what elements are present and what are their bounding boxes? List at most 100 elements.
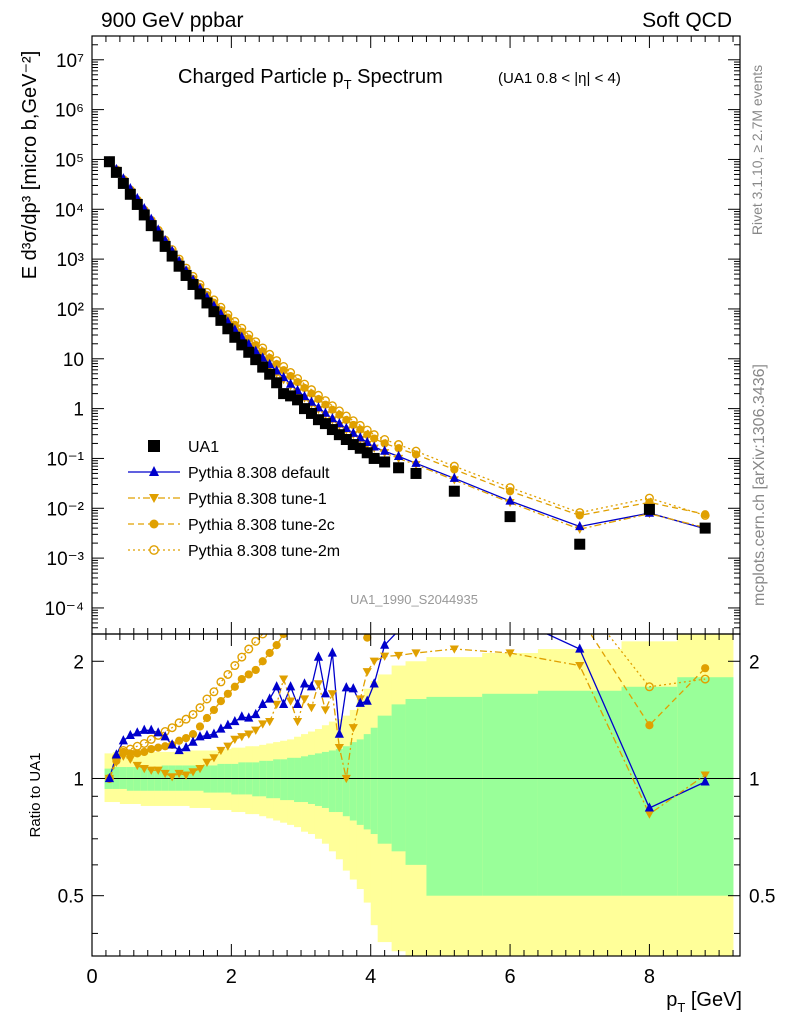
ratio-point-pythia-8-308-tune-1 (334, 744, 344, 753)
legend-label: Pythia 8.308 tune-2m (188, 543, 340, 560)
point-ua1 (124, 188, 136, 200)
point-pythia-8-308-default (449, 472, 459, 482)
point-pythia-8-308-tune-2c (411, 450, 421, 459)
header-left: 900 GeV ppbar (101, 9, 243, 32)
ratio-point-pythia-8-308-default (181, 742, 191, 752)
point-ua1 (379, 456, 391, 468)
ratio-point-pythia-8-308-tune-2m (308, 589, 316, 597)
ratio-point-pythia-8-308-tune-1 (174, 769, 184, 779)
ratio-point-pythia-8-308-tune-2c (576, 613, 584, 621)
ratio-point-pythia-8-308-tune-1 (380, 652, 390, 661)
ratio-point-pythia-8-308-tune-2c (351, 634, 356, 635)
ratio-point-pythia-8-308-default (258, 698, 268, 708)
legend-label: Pythia 8.308 tune-2c (188, 517, 335, 534)
ratio-point-pythia-8-308-default (244, 712, 254, 722)
point-pythia-8-308-tune-2c (701, 510, 710, 519)
ratio-point-pythia-8-308-default (174, 744, 184, 755)
point-ua1 (347, 439, 359, 451)
xlabel-unit: [GeV] (685, 989, 742, 1011)
ratio-xtick-label: 2 (226, 966, 237, 988)
band-inner-bin (301, 756, 309, 803)
ratio-point-pythia-8-308-tune-2c (237, 674, 246, 684)
ratio-point-pythia-8-308-tune-2m (576, 595, 584, 603)
ratio-point-pythia-8-308-tune-2c (216, 697, 226, 706)
ratio-point-pythia-8-308-tune-2m (506, 583, 514, 591)
ratio-point-pythia-8-308-default (237, 711, 247, 721)
band-inner-bin (426, 696, 483, 896)
ratio-point-pythia-8-308-default (146, 724, 156, 734)
point-ua1 (504, 511, 516, 523)
point-ua1 (201, 297, 213, 309)
ratio-point-pythia-8-308-tune-2m (167, 723, 177, 733)
band-inner-bin (266, 760, 274, 799)
ratio-point-pythia-8-308-tune-2c (381, 613, 389, 621)
ratio-point-pythia-8-308-default (306, 681, 317, 691)
ratio-point-pythia-8-308-tune-2m (294, 595, 302, 603)
ratio-point-pythia-8-308-tune-2m (244, 644, 254, 654)
band-inner-bin (321, 751, 330, 808)
ratio-point-pythia-8-308-tune-2m (195, 703, 205, 713)
point-ua1 (699, 522, 711, 534)
ratio-point-pythia-8-308-default (167, 739, 177, 749)
ratio-point-pythia-8-308-tune-1 (320, 706, 331, 715)
ratio-point-pythia-8-308-tune-2m (644, 682, 654, 692)
point-ua1 (292, 394, 304, 406)
main-ytick-label: 10⁴ (55, 200, 84, 221)
point-ua1 (250, 354, 262, 366)
ratio-point-pythia-8-308-tune-1 (167, 773, 177, 782)
ratio-point-pythia-8-308-tune-1 (505, 649, 515, 658)
ratio-point-pythia-8-308-tune-1 (111, 758, 121, 767)
band-inner-bin (314, 753, 323, 806)
ratio-ytick-label-right: 2 (749, 652, 760, 673)
ratio-point-pythia-8-308-default (341, 682, 351, 692)
ratio-point-pythia-8-308-tune-2m (188, 709, 198, 719)
ratio-point-pythia-8-308-tune-2m (139, 738, 149, 748)
point-pythia-8-308-tune-2c (450, 465, 459, 474)
point-ua1 (208, 306, 220, 318)
ratio-point-pythia-8-308-default (411, 611, 420, 620)
ratio-point-pythia-8-308-default (334, 728, 344, 738)
ratio-point-pythia-8-308-tune-2m (301, 589, 309, 597)
ratio-point-pythia-8-308-tune-2m (280, 607, 288, 615)
ratio-point-pythia-8-308-tune-2c (133, 749, 142, 758)
ratio-point-pythia-8-308-tune-2c (272, 641, 281, 650)
ratio-point-pythia-8-308-default (327, 647, 337, 657)
ratio-point-pythia-8-308-tune-2c (209, 705, 219, 715)
ratio-point-pythia-8-308-tune-1 (139, 765, 149, 774)
ratio-point-pythia-8-308-default (285, 681, 296, 691)
point-pythia-8-308-tune-2c (279, 366, 288, 375)
point-ua1 (180, 269, 192, 281)
ratio-point-pythia-8-308-default (644, 802, 655, 812)
ratio-point-pythia-8-308-tune-1 (348, 724, 358, 733)
ratio-point-pythia-8-308-tune-1 (160, 769, 170, 779)
band-inner-bin (356, 739, 365, 825)
ratio-frame (91, 633, 741, 957)
ratio-point-pythia-8-308-tune-1 (132, 761, 142, 771)
point-ua1 (159, 240, 171, 252)
band-inner-bin (308, 754, 316, 804)
ratio-point-pythia-8-308-default (380, 639, 390, 649)
ratio-point-pythia-8-308-default (575, 643, 585, 653)
band-inner-bin (280, 759, 288, 801)
ratio-point-pythia-8-308-tune-1 (195, 765, 205, 774)
ratio-point-pythia-8-308-tune-1 (393, 651, 404, 661)
ratio-ytick-label-right: 1 (749, 769, 760, 790)
point-ua1 (222, 323, 234, 335)
main-ylabel: E d³σ/dp³ [micro b,GeV⁻²] (19, 51, 41, 280)
ratio-point-pythia-8-308-tune-2c (140, 747, 149, 757)
main-ytick-label: 10⁻⁴ (45, 599, 84, 620)
legend-marker (149, 545, 159, 555)
ratio-point-pythia-8-308-tune-1 (411, 649, 421, 658)
ratio-point-pythia-8-308-tune-1 (237, 733, 247, 742)
ratio-point-pythia-8-308-tune-1 (251, 726, 261, 735)
ratio-point-pythia-8-308-default (230, 715, 240, 726)
point-pythia-8-308-tune-2c (293, 378, 302, 387)
ratio-point-pythia-8-308-tune-1 (449, 645, 459, 654)
ratio-point-pythia-8-308-tune-1 (146, 766, 156, 775)
point-pythia-8-308-tune-2c (342, 415, 351, 425)
point-ua1 (117, 177, 129, 189)
point-pythia-8-308-default (380, 445, 390, 455)
band-inner-bin (537, 690, 622, 896)
point-pythia-8-308-tune-2c (505, 487, 515, 496)
